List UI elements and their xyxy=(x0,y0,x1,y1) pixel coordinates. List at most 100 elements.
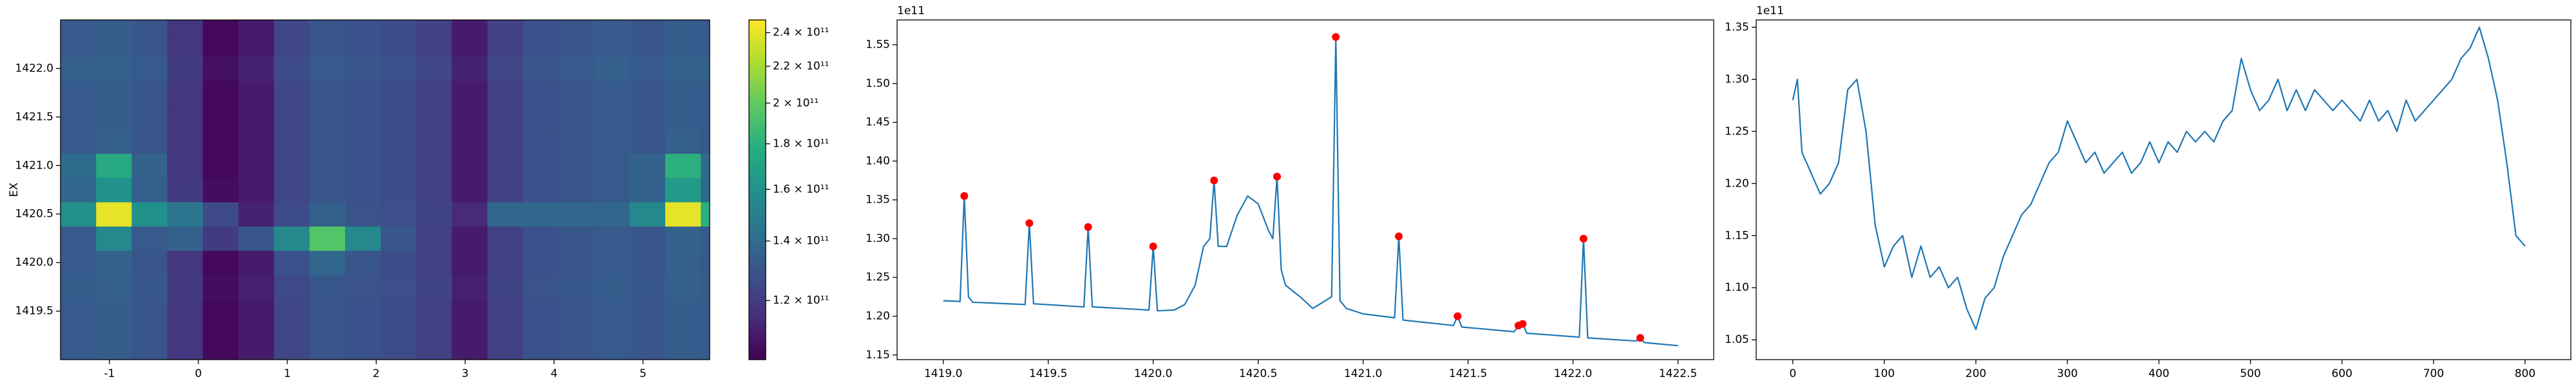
heatmap-cell xyxy=(309,80,346,106)
heatmap-cell xyxy=(345,275,381,300)
heatmap-cell xyxy=(665,347,701,360)
heatmap-cell xyxy=(167,105,204,130)
heatmap-cell xyxy=(381,56,417,81)
heatmap-cell xyxy=(381,347,417,360)
heatmap-cell xyxy=(96,32,133,57)
heatmap-cell xyxy=(202,299,239,324)
heatmap-cell xyxy=(167,299,204,324)
heatmap-cell xyxy=(487,178,524,203)
heatmap-cell xyxy=(416,178,453,203)
heatmap-cell xyxy=(309,275,346,300)
heatmap-cell xyxy=(202,129,239,154)
heatmap-cell xyxy=(131,299,168,324)
heatmap-cell xyxy=(487,323,524,348)
heatmap-cell xyxy=(629,275,666,300)
x-tick-label: 1420.0 xyxy=(1134,367,1172,380)
heatmap-cell xyxy=(202,56,239,81)
heatmap-cell xyxy=(202,250,239,275)
peak-marker xyxy=(1084,223,1092,231)
heatmap-cell xyxy=(61,56,97,81)
heatmap-cell xyxy=(202,178,239,203)
heatmap-cell xyxy=(451,80,488,106)
heatmap-cell xyxy=(309,178,346,203)
heatmap-cell xyxy=(345,153,381,178)
heatmap xyxy=(61,20,710,360)
heatmap-cell xyxy=(167,153,204,178)
heatmap-cell xyxy=(238,226,274,251)
heatmap-cell xyxy=(238,323,274,348)
heatmap-cell xyxy=(96,80,133,106)
heatmap-cell xyxy=(96,347,133,360)
heatmap-cell xyxy=(558,129,595,154)
heatmap-cell xyxy=(381,299,417,324)
heatmap-cell xyxy=(487,32,524,57)
heatmap-cell xyxy=(665,226,701,251)
heatmap-cell xyxy=(309,323,346,348)
heatmap-cell xyxy=(131,153,168,178)
heatmap-cell xyxy=(523,56,559,81)
heatmap-cell xyxy=(381,105,417,130)
heatmap-cell xyxy=(558,250,595,275)
y-tick-label: 1.45 xyxy=(866,116,890,129)
heatmap-cell xyxy=(701,129,710,154)
heatmap-cell xyxy=(381,32,417,57)
heatmap-cell xyxy=(629,20,666,33)
y-axis-label: EX xyxy=(8,182,21,197)
heatmap-cell xyxy=(451,153,488,178)
heatmap-cell xyxy=(701,20,710,33)
heatmap-cell xyxy=(594,80,630,106)
y-tick-label: 1.20 xyxy=(1725,177,1749,190)
heatmap-cell xyxy=(558,226,595,251)
heatmap-cell xyxy=(665,275,701,300)
heatmap-cell xyxy=(558,178,595,203)
heatmap-cell xyxy=(202,201,239,227)
x-tick-label: 1422.0 xyxy=(1554,367,1592,380)
heatmap-cell xyxy=(451,201,488,227)
heatmap-cell xyxy=(451,129,488,154)
heatmap-cell xyxy=(523,347,559,360)
heatmap-cell xyxy=(558,80,595,106)
heatmap-cell xyxy=(345,299,381,324)
heatmap-cell xyxy=(345,56,381,81)
heatmap-cell xyxy=(487,250,524,275)
y-tick-label: 1.20 xyxy=(866,309,890,322)
heatmap-cell xyxy=(523,20,559,33)
colorbar-frame xyxy=(748,19,766,360)
heatmap-cell xyxy=(487,299,524,324)
y-tick-label: 1422.0 xyxy=(15,62,53,75)
heatmap-cell xyxy=(416,153,453,178)
heatmap-cell xyxy=(416,323,453,348)
heatmap-cell xyxy=(665,56,701,81)
heatmap-cell xyxy=(61,129,97,154)
heatmap-cell xyxy=(61,80,97,106)
x-tick-label: 600 xyxy=(2331,367,2352,380)
heatmap-cell xyxy=(381,178,417,203)
heatmap-cell xyxy=(451,323,488,348)
heatmap-cell xyxy=(381,226,417,251)
heatmap-cell xyxy=(309,153,346,178)
heatmap-cell xyxy=(96,20,133,33)
x-tick-label: 100 xyxy=(1874,367,1895,380)
heatmap-cell xyxy=(96,226,133,251)
heatmap-cell xyxy=(701,275,710,300)
heatmap-cell xyxy=(381,153,417,178)
heatmap-cell xyxy=(629,32,666,57)
heatmap-cell xyxy=(558,105,595,130)
heatmap-cell xyxy=(309,299,346,324)
heatmap-cell xyxy=(523,299,559,324)
heatmap-cell xyxy=(558,32,595,57)
heatmap-cell xyxy=(594,323,630,348)
colorbar-tick-label: 2.4 × 10¹¹ xyxy=(773,26,829,39)
heatmap-cell xyxy=(594,299,630,324)
heatmap-cell xyxy=(345,201,381,227)
heatmap-cell xyxy=(701,299,710,324)
y-tick-label: 1.35 xyxy=(1725,21,1749,33)
heatmap-cell xyxy=(487,275,524,300)
heatmap-cell xyxy=(594,32,630,57)
heatmap-cell xyxy=(274,80,310,106)
x-tick-label: 300 xyxy=(2057,367,2078,380)
y-tick-label: 1.10 xyxy=(1725,281,1749,294)
heatmap-cell xyxy=(451,178,488,203)
heatmap-cell xyxy=(345,32,381,57)
